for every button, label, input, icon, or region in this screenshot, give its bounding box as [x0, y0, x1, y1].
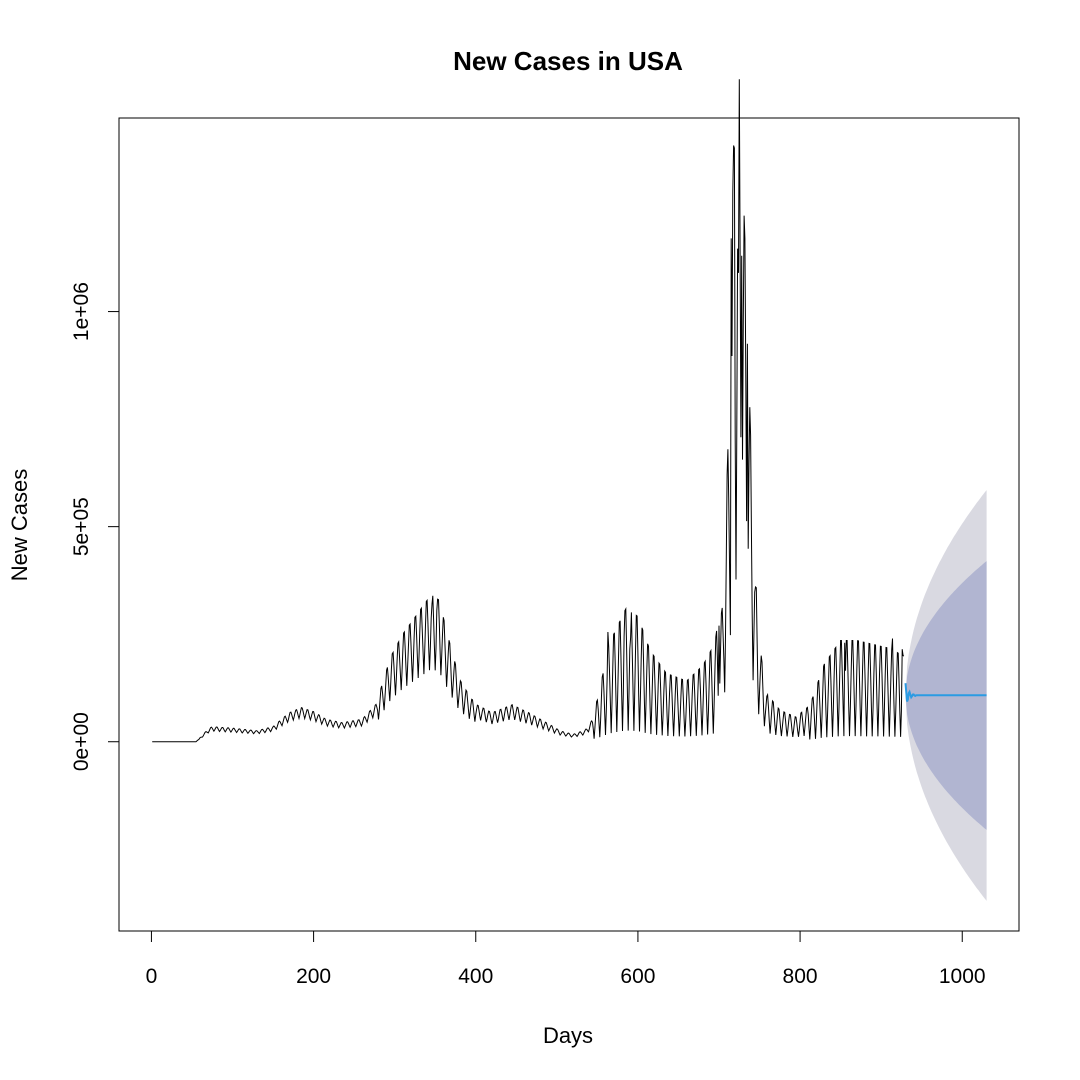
plot-frame — [118, 117, 1020, 932]
axes-layer: 0 200 400 600 800 1000 0e+00 5e+05 1e+06 — [70, 282, 986, 988]
x-tick-label: 200 — [296, 965, 331, 988]
chart-title: New Cases in USA — [453, 46, 683, 76]
y-tick-label: 0e+00 — [70, 712, 93, 771]
y-tick-label: 5e+05 — [70, 497, 93, 556]
x-tick-label: 1000 — [939, 965, 986, 988]
x-tick-label: 600 — [620, 965, 655, 988]
x-tick-label: 400 — [458, 965, 493, 988]
series-layer — [152, 79, 987, 743]
observed-series-line — [152, 79, 905, 743]
x-tick-label: 800 — [783, 965, 818, 988]
y-tick-label: 1e+06 — [70, 282, 93, 341]
forecast-mean-line — [904, 683, 987, 702]
x-tick-label: 0 — [146, 965, 158, 988]
y-axis-label: New Cases — [7, 469, 32, 581]
x-axis-label: Days — [543, 1023, 593, 1048]
